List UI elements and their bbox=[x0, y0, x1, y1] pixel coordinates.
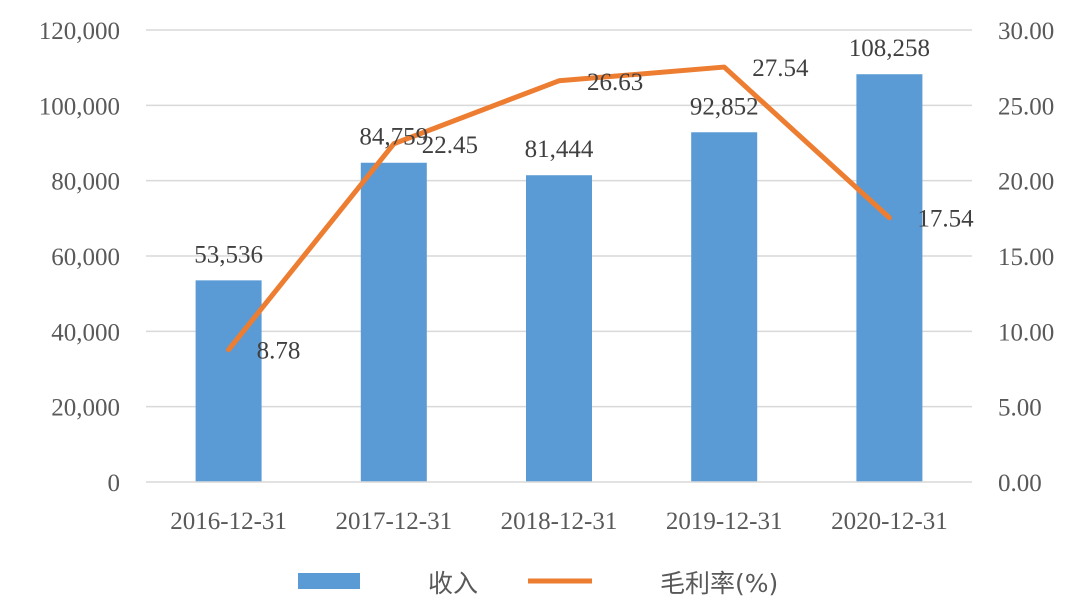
left-tick-label: 60,000 bbox=[51, 244, 120, 271]
revenue-bar bbox=[526, 175, 592, 482]
right-tick-label: 25.00 bbox=[998, 93, 1054, 120]
margin-data-label: 22.45 bbox=[422, 132, 478, 159]
legend-label-margin: 毛利率(%) bbox=[660, 569, 778, 598]
category-label: 2020-12-31 bbox=[831, 508, 948, 535]
left-tick-label: 40,000 bbox=[51, 319, 120, 346]
left-y-axis: 0 20,000 40,000 60,000 80,000 100,000 120,000 bbox=[39, 18, 120, 497]
category-label: 2019-12-31 bbox=[666, 508, 783, 535]
revenue-bar bbox=[360, 162, 427, 483]
left-tick-label: 120,000 bbox=[39, 18, 120, 45]
margin-data-label: 8.78 bbox=[257, 338, 301, 365]
category-label: 2018-12-31 bbox=[501, 508, 618, 535]
left-tick-label: 100,000 bbox=[39, 93, 120, 120]
right-tick-label: 20.00 bbox=[998, 169, 1054, 196]
left-tick-label: 20,000 bbox=[51, 395, 120, 422]
margin-data-label: 27.54 bbox=[752, 55, 809, 82]
revenue-bar bbox=[195, 280, 262, 482]
right-y-axis: 0.00 5.00 10.00 15.00 20.00 25.00 30.00 bbox=[998, 18, 1054, 497]
legend: 收入 毛利率(%) bbox=[298, 569, 778, 598]
data-labels: 53,536 84,759 81,444 92,852 108,258 8.78 22.45… bbox=[194, 35, 974, 364]
revenue-data-label: 81,444 bbox=[525, 136, 594, 163]
revenue-data-label: 53,536 bbox=[194, 241, 263, 268]
revenue-bars bbox=[195, 74, 923, 483]
revenue-bar bbox=[856, 74, 923, 482]
category-label: 2016-12-31 bbox=[170, 508, 287, 535]
category-label: 2017-12-31 bbox=[335, 508, 452, 535]
right-tick-label: 5.00 bbox=[998, 395, 1042, 422]
left-tick-label: 80,000 bbox=[51, 169, 120, 196]
margin-data-label: 17.54 bbox=[917, 206, 974, 233]
left-tick-label: 0 bbox=[108, 470, 121, 497]
legend-swatch-revenue bbox=[298, 573, 360, 589]
revenue-data-label: 92,852 bbox=[690, 93, 759, 120]
revenue-data-label: 108,258 bbox=[849, 35, 930, 62]
margin-line bbox=[226, 64, 892, 353]
legend-label-revenue: 收入 bbox=[428, 569, 478, 598]
revenue-data-label: 84,759 bbox=[359, 124, 428, 151]
margin-data-label: 26.63 bbox=[587, 69, 643, 96]
right-tick-label: 0.00 bbox=[998, 470, 1042, 497]
right-tick-label: 30.00 bbox=[998, 18, 1054, 45]
revenue-bar bbox=[691, 132, 758, 483]
right-tick-label: 10.00 bbox=[998, 319, 1054, 346]
right-tick-label: 15.00 bbox=[998, 244, 1054, 271]
x-axis: 2016-12-31 2017-12-31 2018-12-31 2019-12-31… bbox=[146, 481, 972, 535]
